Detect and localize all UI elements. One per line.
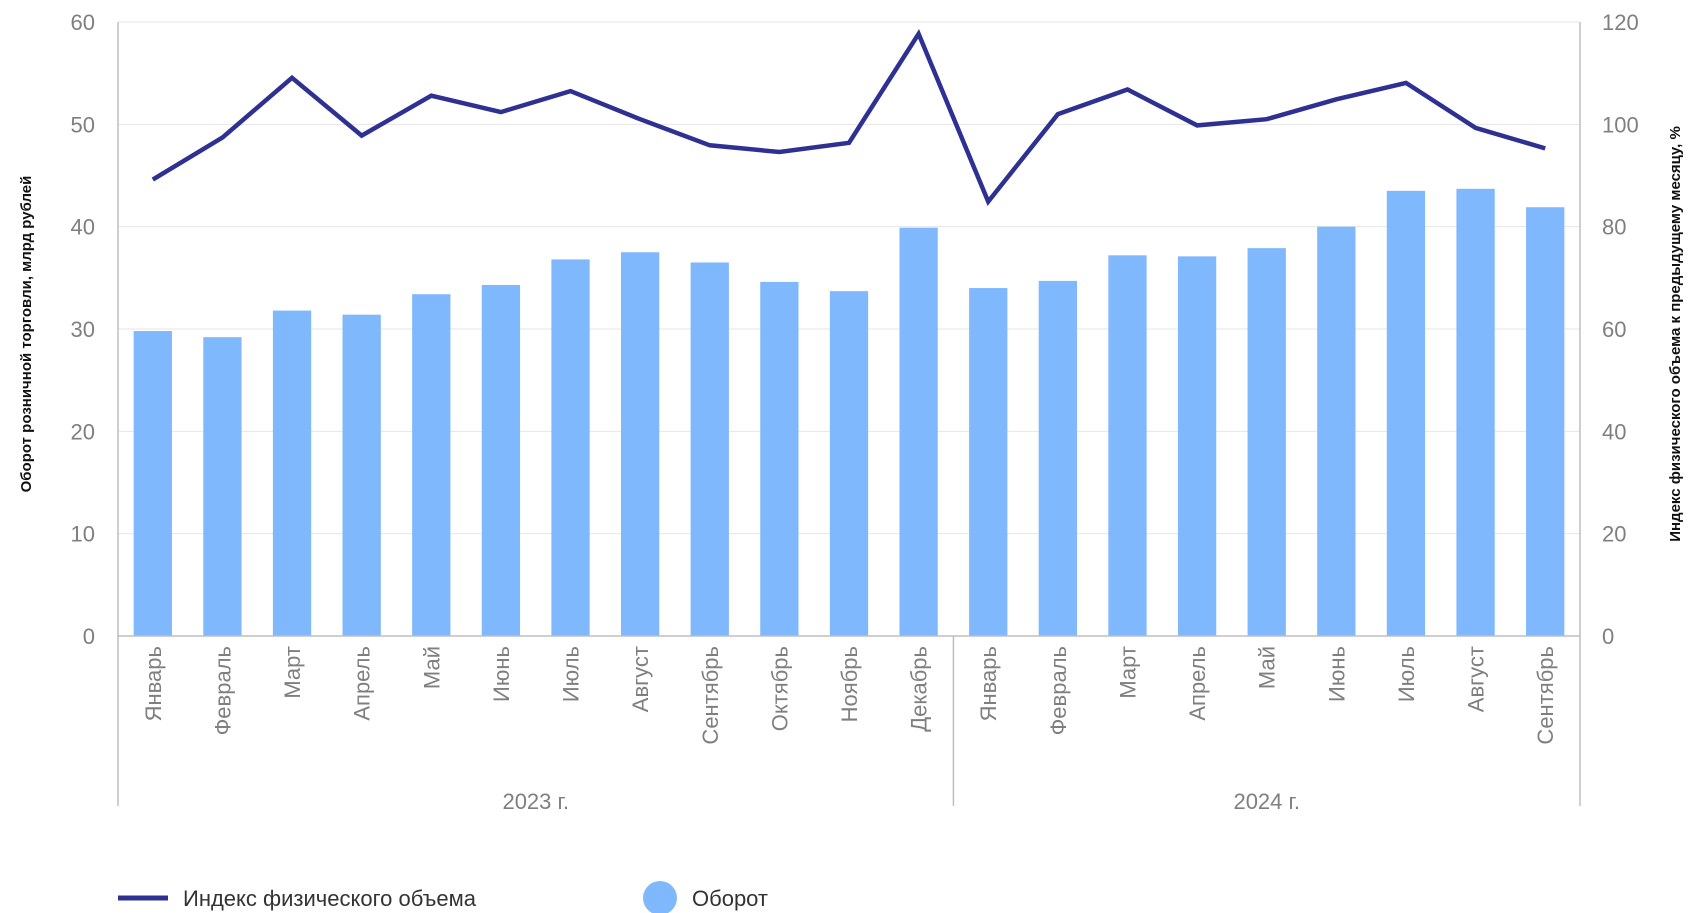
x-tick-label: Февраль bbox=[210, 646, 235, 735]
legend: Индекс физического объема Оборот bbox=[118, 881, 768, 913]
bar bbox=[343, 315, 381, 636]
y-tick-left: 30 bbox=[71, 317, 95, 342]
x-tick-label: Сентябрь bbox=[698, 646, 723, 745]
y-tick-right: 0 bbox=[1602, 624, 1614, 649]
bar bbox=[830, 291, 868, 636]
bar bbox=[1317, 227, 1355, 636]
x-tick-label: Январь bbox=[141, 646, 166, 721]
y-tick-left: 40 bbox=[71, 215, 95, 240]
x-tick-label: Июнь bbox=[1324, 646, 1349, 702]
bar bbox=[1456, 189, 1494, 636]
bar bbox=[760, 282, 798, 636]
bar bbox=[1248, 248, 1286, 636]
bar bbox=[1178, 256, 1216, 636]
bar bbox=[203, 337, 241, 636]
bar bbox=[273, 311, 311, 636]
x-tick-label: Август bbox=[1464, 646, 1489, 712]
y-tick-right: 80 bbox=[1602, 215, 1626, 240]
x-tick-label: Март bbox=[280, 646, 305, 699]
x-tick-label: Июль bbox=[559, 646, 584, 702]
bars-oborot bbox=[134, 189, 1565, 636]
left-axis-ticks: 0 10 20 30 40 50 60 bbox=[71, 10, 95, 649]
bar bbox=[969, 288, 1007, 636]
y-tick-right: 120 bbox=[1602, 10, 1639, 35]
y-tick-right: 40 bbox=[1602, 419, 1626, 444]
y-tick-left: 0 bbox=[83, 624, 95, 649]
y-axis-right-title: Индекс физического объема к предыдущему … bbox=[1667, 126, 1684, 542]
y-axis-left-title: Оборот розничной торговли, млрд рублей bbox=[18, 176, 35, 493]
y-tick-left: 60 bbox=[71, 10, 95, 35]
y-tick-left: 20 bbox=[71, 419, 95, 444]
bar bbox=[691, 262, 729, 636]
x-tick-label: Февраль bbox=[1046, 646, 1071, 735]
x-tick-label: Ноябрь bbox=[837, 646, 862, 722]
group-label: 2024 г. bbox=[1233, 789, 1300, 814]
x-tick-label: Апрель bbox=[350, 646, 375, 721]
x-tick-label: Июнь bbox=[489, 646, 514, 702]
x-tick-label: Сентябрь bbox=[1533, 646, 1558, 745]
group-label: 2023 г. bbox=[502, 789, 569, 814]
bar bbox=[1526, 207, 1564, 636]
bar bbox=[412, 294, 450, 636]
bar bbox=[134, 331, 172, 636]
y-tick-right: 60 bbox=[1602, 317, 1626, 342]
x-tick-label: Август bbox=[628, 646, 653, 712]
x-tick-label: Октябрь bbox=[767, 646, 792, 731]
bar bbox=[1108, 255, 1146, 636]
legend-bar-swatch bbox=[643, 881, 677, 913]
x-tick-label: Май bbox=[1255, 646, 1280, 689]
bar bbox=[621, 252, 659, 636]
right-axis-ticks: 0 20 40 60 80 100 120 bbox=[1602, 10, 1639, 649]
bar bbox=[1039, 281, 1077, 636]
x-tick-label: Июль bbox=[1394, 646, 1419, 702]
y-tick-left: 10 bbox=[71, 522, 95, 547]
index-line bbox=[153, 34, 1545, 202]
y-tick-right: 100 bbox=[1602, 112, 1639, 137]
bar bbox=[1387, 191, 1425, 636]
line-index bbox=[153, 34, 1546, 202]
x-tick-label: Декабрь bbox=[907, 646, 932, 732]
bar bbox=[482, 285, 520, 636]
bar bbox=[899, 228, 937, 636]
bar bbox=[551, 259, 589, 636]
x-tick-label: Май bbox=[419, 646, 444, 689]
legend-label-oborot: Оборот bbox=[692, 886, 768, 911]
legend-label-index: Индекс физического объема bbox=[183, 886, 477, 911]
category-labels: Январь Февраль Март Апрель Май Июнь Июль Август… bbox=[141, 646, 1558, 745]
y-tick-left: 50 bbox=[71, 112, 95, 137]
y-tick-right: 20 bbox=[1602, 522, 1626, 547]
x-tick-label: Март bbox=[1115, 646, 1140, 699]
x-tick-label: Январь bbox=[976, 646, 1001, 721]
x-tick-label: Апрель bbox=[1185, 646, 1210, 721]
